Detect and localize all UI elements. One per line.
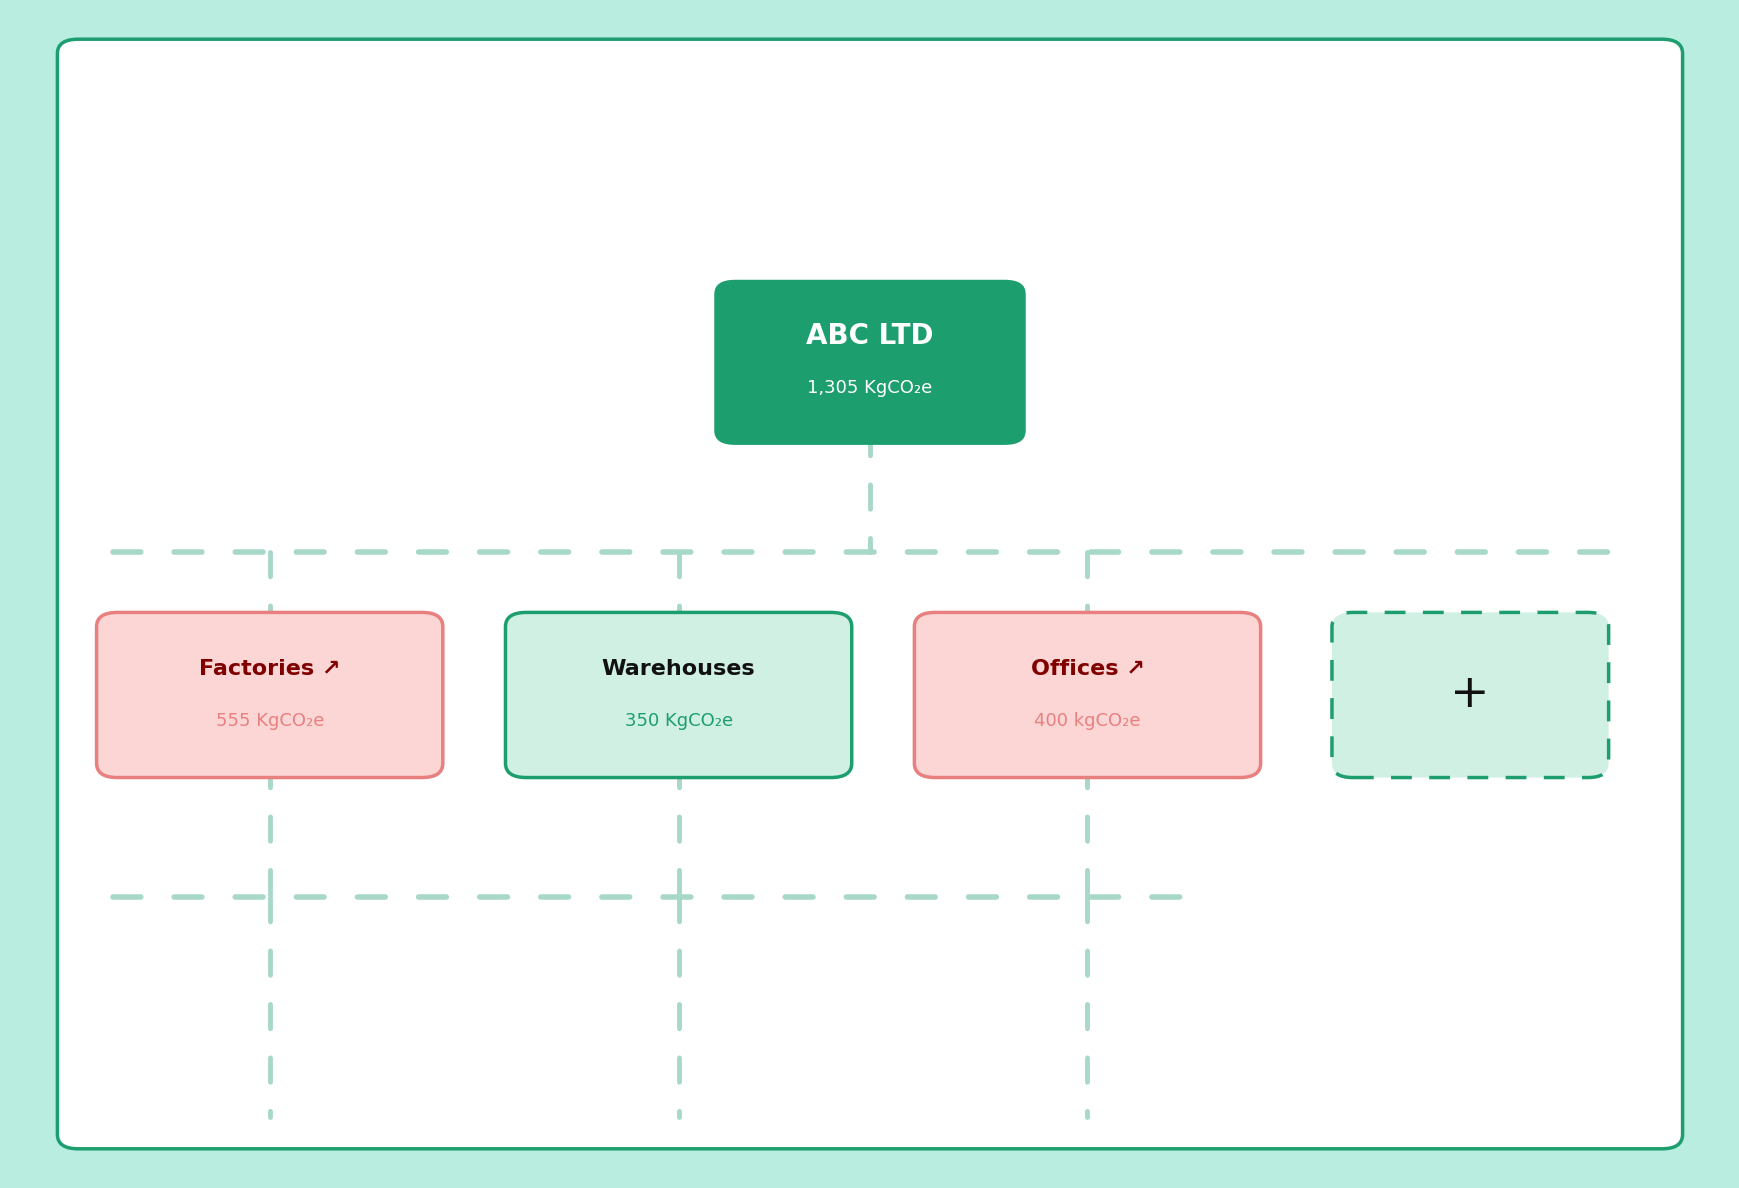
Text: Factories ↗: Factories ↗	[198, 659, 341, 678]
Text: ABC LTD: ABC LTD	[805, 322, 934, 350]
Text: Warehouses: Warehouses	[602, 659, 755, 678]
FancyBboxPatch shape	[713, 280, 1026, 446]
FancyBboxPatch shape	[97, 613, 442, 778]
Text: 1,305 KgCO₂e: 1,305 KgCO₂e	[807, 379, 932, 398]
FancyBboxPatch shape	[57, 39, 1682, 1149]
Text: Offices ↗: Offices ↗	[1029, 659, 1144, 678]
FancyBboxPatch shape	[915, 613, 1259, 778]
Text: 555 KgCO₂e: 555 KgCO₂e	[216, 712, 323, 731]
Text: 400 kgCO₂e: 400 kgCO₂e	[1033, 712, 1141, 731]
FancyBboxPatch shape	[504, 613, 852, 778]
FancyBboxPatch shape	[1332, 613, 1609, 778]
Text: +: +	[1450, 672, 1489, 718]
Text: 350 KgCO₂e: 350 KgCO₂e	[624, 712, 732, 731]
